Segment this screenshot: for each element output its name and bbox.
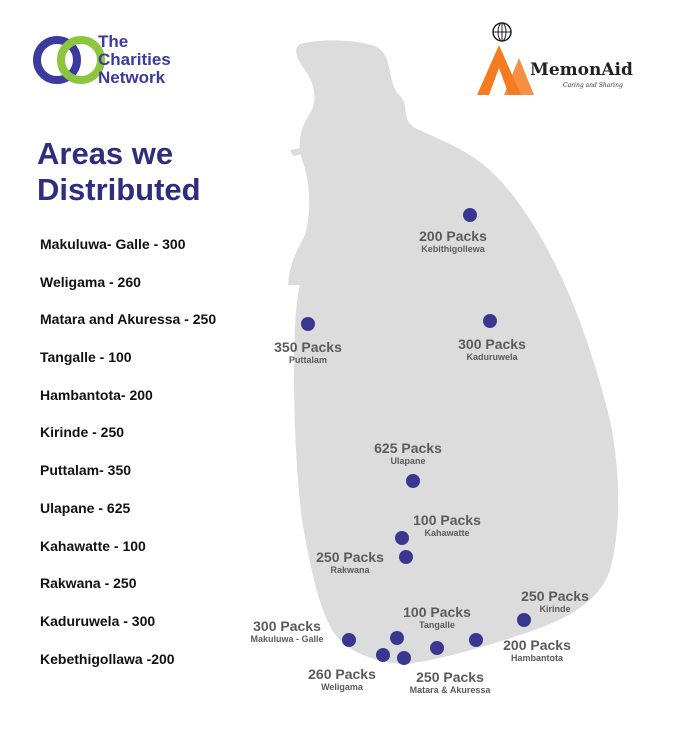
map-label-weligama: 260 Packs Weligama — [308, 666, 376, 693]
place-name: Kaduruwela — [466, 352, 518, 362]
list-item: Ulapane - 625 — [40, 499, 131, 516]
marker-kebithigollewa — [463, 208, 477, 222]
map-label-galle: 300 Packs Makuluwa - Galle — [250, 618, 324, 645]
list-item: Makuluwa- Galle - 300 — [40, 236, 186, 252]
place-name: Weligama — [321, 682, 363, 692]
place-name: Rakwana — [330, 565, 370, 575]
place-name: Hambantota — [510, 653, 564, 663]
place-name: Kirinde — [539, 604, 571, 614]
pack-count: 250 Packs — [521, 588, 589, 604]
pack-count: 250 Packs — [316, 549, 384, 565]
list-item: Matara and Akuressa - 250 — [40, 311, 217, 328]
list-item: Rakwana - 250 — [40, 575, 137, 592]
place-name: Tangalle — [419, 620, 455, 630]
list-item: Kahawatte - 100 — [40, 537, 146, 554]
pack-count: 350 Packs — [274, 339, 342, 355]
map-label-kaduruwela: 300 Packs Kaduruwela — [458, 336, 526, 363]
marker-akuressa — [397, 651, 411, 665]
map-label-kebithigollewa: 200 Packs Kebithigollewa — [419, 228, 487, 255]
logo-line-2: Charities — [98, 50, 171, 69]
marker-puttalam — [301, 317, 315, 331]
pack-count: 260 Packs — [308, 666, 376, 682]
pack-count: 200 Packs — [419, 228, 487, 244]
marker-galle — [342, 633, 356, 647]
map-label-rakwana: 250 Packs Rakwana — [316, 549, 384, 576]
place-name: Kahawatte — [424, 528, 470, 538]
title-line-1: Areas we — [37, 136, 174, 171]
map-label-ulapane: 625 Packs Ulapane — [374, 440, 442, 467]
marker-hambantota — [469, 633, 483, 647]
list-item: Hambantota- 200 — [40, 386, 153, 403]
pack-count: 300 Packs — [253, 618, 321, 634]
marker-weligama — [376, 648, 390, 662]
list-item: Kaduruwela - 300 — [40, 612, 156, 629]
islet — [290, 148, 303, 156]
place-name: Ulapane — [390, 456, 426, 466]
map-label-hambantota: 200 Packs Hambantota — [503, 637, 571, 664]
place-name: Matara & Akuressa — [409, 685, 491, 695]
map-label-matara: 250 Packs Matara & Akuressa — [409, 669, 491, 696]
logo-line-3: Network — [98, 68, 166, 87]
pack-count: 200 Packs — [503, 637, 571, 653]
pack-count: 625 Packs — [374, 440, 442, 456]
list-item: Kirinde - 250 — [40, 424, 125, 441]
logo-line-1: The — [98, 32, 129, 51]
list-item: Tangalle - 100 — [40, 349, 132, 366]
charities-network-logo — [33, 36, 105, 84]
marker-rakwana — [399, 550, 413, 564]
pack-count: 250 Packs — [416, 669, 484, 685]
page-title: Areas we Distributed — [37, 136, 201, 208]
memonaid-tagline: Caring and Sharing — [563, 82, 623, 89]
list-item: Kebethigollawa -200 — [40, 650, 175, 667]
place-name: Puttalam — [288, 355, 328, 365]
distribution-list: Makuluwa- Galle - 300 Weligama - 260 Mat… — [40, 234, 216, 686]
marker-kahawatte — [395, 531, 409, 545]
island-shape — [288, 40, 619, 665]
title-line-2: Distributed — [37, 172, 201, 207]
marker-kirinde — [517, 613, 531, 627]
marker-ulapane — [406, 474, 420, 488]
charities-network-name: The Charities Network — [98, 33, 171, 87]
pack-count: 300 Packs — [458, 336, 526, 352]
marker-matara — [430, 641, 444, 655]
pack-count: 100 Packs — [413, 512, 481, 528]
list-item: Weligama - 260 — [40, 273, 141, 290]
marker-tangalle — [390, 631, 404, 645]
place-name: Makuluwa - Galle — [250, 634, 324, 644]
map-label-kahawatte: 100 Packs Kahawatte — [413, 512, 481, 539]
pack-count: 100 Packs — [403, 604, 471, 620]
memonaid-name: MemonAid — [530, 60, 633, 80]
marker-kaduruwela — [483, 314, 497, 328]
list-item: Puttalam- 350 — [40, 462, 132, 479]
memonaid-logo — [477, 22, 534, 95]
map-label-kirinde: 250 Packs Kirinde — [521, 588, 589, 615]
map-label-tangalle: 100 Packs Tangalle — [403, 604, 471, 631]
map-label-puttalam: 350 Packs Puttalam — [274, 339, 342, 366]
place-name: Kebithigollewa — [421, 244, 485, 254]
